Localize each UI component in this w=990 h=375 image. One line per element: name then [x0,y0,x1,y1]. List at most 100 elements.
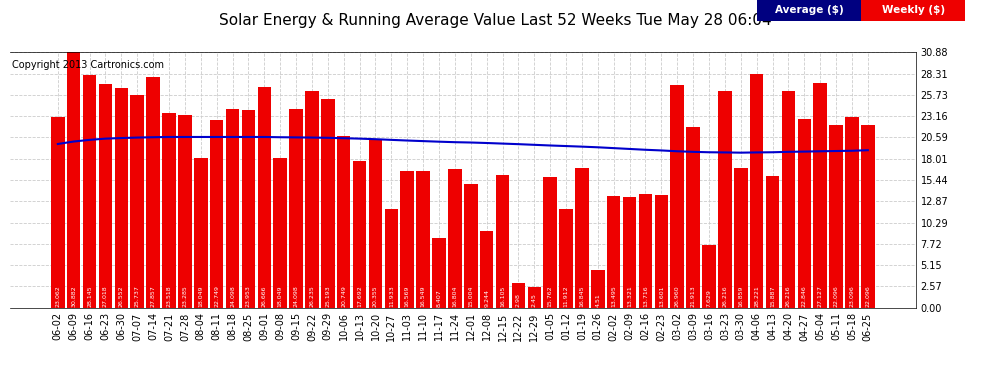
Bar [337,136,350,308]
Text: 13.495: 13.495 [611,285,616,307]
Bar [528,287,542,308]
Text: Copyright 2013 Cartronics.com: Copyright 2013 Cartronics.com [12,60,163,70]
Text: 24.098: 24.098 [294,285,299,307]
Text: 27.018: 27.018 [103,285,108,307]
Text: 27.127: 27.127 [818,285,823,307]
Text: 18.049: 18.049 [277,285,283,307]
Bar [464,184,477,308]
Text: 26.216: 26.216 [786,285,791,307]
Text: 21.913: 21.913 [691,285,696,307]
Text: 26.960: 26.960 [675,285,680,307]
Bar [384,209,398,308]
Bar [686,126,700,308]
Text: 8.407: 8.407 [437,289,442,307]
Bar [194,159,208,308]
Text: Weekly ($): Weekly ($) [882,5,944,15]
Text: 13.601: 13.601 [659,285,664,307]
Bar [178,115,192,308]
Bar [147,78,159,308]
Bar [67,53,80,308]
Bar [654,195,668,308]
Text: 28.221: 28.221 [754,285,759,307]
Text: 26.666: 26.666 [261,285,266,307]
Bar [512,283,525,308]
Bar [766,176,779,308]
Text: 18.049: 18.049 [198,285,203,307]
Bar [480,231,493,308]
Text: 11.912: 11.912 [563,285,568,307]
Text: 25.193: 25.193 [326,285,331,307]
Bar [368,140,382,308]
Text: Average ($): Average ($) [775,5,843,15]
Bar [734,168,747,308]
Bar [639,194,652,308]
Bar [273,159,287,308]
Bar [830,125,842,308]
Text: 20.749: 20.749 [342,285,346,307]
Text: 25.737: 25.737 [135,285,140,307]
Text: 15.004: 15.004 [468,285,473,307]
Text: 22.096: 22.096 [834,285,839,307]
Text: Solar Energy & Running Average Value Last 52 Weeks Tue May 28 06:04: Solar Energy & Running Average Value Las… [219,13,771,28]
Bar [321,99,335,308]
Text: 17.692: 17.692 [357,285,362,307]
Text: 16.859: 16.859 [739,285,743,307]
Text: 26.552: 26.552 [119,285,124,307]
Bar [99,84,112,308]
Bar [257,87,271,308]
Bar [718,91,732,308]
Text: 23.285: 23.285 [182,285,187,307]
Text: 30.882: 30.882 [71,285,76,307]
Bar [51,117,64,308]
Bar [401,171,414,308]
Text: 20.355: 20.355 [373,285,378,307]
Text: 23.518: 23.518 [166,285,171,307]
Bar [591,270,605,308]
Bar [575,168,589,308]
Bar [607,196,621,308]
Text: 4.51: 4.51 [595,293,600,307]
Text: 23.062: 23.062 [55,285,60,307]
Text: 23.096: 23.096 [849,285,854,307]
Text: 16.804: 16.804 [452,285,457,307]
Bar [131,95,144,308]
Text: 16.845: 16.845 [579,285,584,307]
Bar [623,198,637,308]
Bar [115,88,128,308]
Text: 22.846: 22.846 [802,285,807,307]
Text: 11.933: 11.933 [389,285,394,307]
Text: 26.235: 26.235 [310,285,315,307]
Bar [162,113,176,308]
Bar [670,85,684,308]
Text: 26.216: 26.216 [723,285,728,307]
Text: 23.953: 23.953 [246,285,250,307]
Text: 27.857: 27.857 [150,285,155,307]
Bar [749,75,763,308]
Text: 22.749: 22.749 [214,285,219,307]
Bar [210,120,224,308]
Bar [417,171,430,308]
Bar [861,125,874,308]
Bar [448,169,461,308]
Bar [289,108,303,307]
Bar [798,119,811,308]
Text: 16.569: 16.569 [405,285,410,307]
Bar [496,174,509,308]
Bar [782,91,795,308]
Text: 16.549: 16.549 [421,285,426,307]
Text: 13.716: 13.716 [643,285,648,307]
Bar [83,75,96,307]
Bar [544,177,557,308]
Bar [226,108,240,307]
Bar [433,238,446,308]
Bar [242,110,255,308]
Bar [702,244,716,308]
Bar [305,91,319,308]
Text: 9.244: 9.244 [484,289,489,307]
Bar [845,117,858,308]
Text: 28.145: 28.145 [87,285,92,307]
Text: 15.887: 15.887 [770,285,775,307]
Text: 13.321: 13.321 [627,285,632,307]
Text: 2.98: 2.98 [516,293,521,307]
Bar [559,209,573,308]
